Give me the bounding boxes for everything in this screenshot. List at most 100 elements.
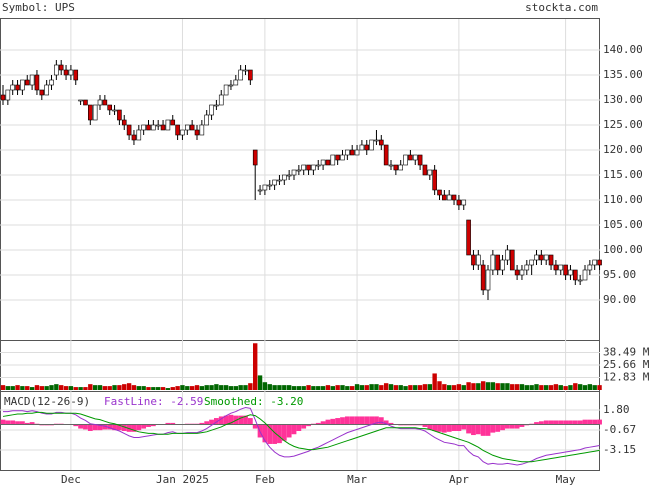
volume-bar — [311, 386, 316, 390]
candle-body — [393, 164, 399, 171]
volume-bar — [165, 388, 171, 390]
volume-bar — [238, 385, 243, 390]
volume-bar — [345, 386, 350, 390]
candle-body — [451, 194, 457, 201]
y-tick-label: 95.00 — [603, 268, 636, 281]
macd-histogram-bar — [461, 424, 467, 430]
macd-histogram-bar — [214, 418, 219, 425]
y-tick-label: -3.15 — [603, 443, 636, 456]
volume-bar — [0, 385, 6, 390]
volume-bar — [301, 386, 306, 390]
candle-body — [378, 139, 384, 146]
volume-bar — [563, 386, 568, 390]
candle-body — [534, 254, 539, 261]
macd-histogram-bar — [335, 418, 341, 425]
candle-body — [49, 79, 54, 86]
volume-bar — [413, 385, 418, 390]
volume-bar — [379, 385, 384, 390]
macd-histogram-bar — [422, 424, 428, 427]
volume-bar — [117, 385, 122, 390]
candle-body — [78, 99, 83, 102]
symbol-label: Symbol: UPS — [2, 1, 75, 14]
candle-body — [519, 269, 525, 276]
volume-bar — [582, 385, 588, 390]
macd-histogram-bar — [165, 422, 171, 425]
volume-bar — [29, 387, 35, 390]
candle-body — [553, 264, 559, 271]
candle-body — [151, 124, 156, 131]
macd-histogram-bar — [374, 416, 379, 425]
volume-bar — [262, 382, 268, 390]
volume-bar — [408, 385, 413, 390]
candle-body — [180, 129, 185, 136]
macd-histogram-bar — [136, 424, 142, 431]
candle-body — [243, 69, 248, 72]
volume-bar — [160, 387, 166, 390]
candle-body — [10, 84, 15, 91]
candle-body — [543, 254, 549, 261]
y-tick-label: 115.00 — [603, 168, 643, 181]
macd-histogram-bar — [277, 424, 282, 444]
macd-histogram-bar — [15, 421, 20, 425]
macd-histogram-bar — [238, 415, 244, 425]
y-tick-label: 25.66 M — [603, 358, 650, 371]
macd-histogram-bar — [306, 424, 311, 427]
candle-body — [335, 154, 340, 161]
candle-body — [54, 64, 59, 76]
macd-histogram-bar — [485, 424, 491, 436]
macd-histogram-bar — [247, 418, 253, 425]
volume-bar — [243, 385, 248, 390]
volume-bar — [141, 386, 146, 390]
macd-histogram-bar — [296, 424, 302, 431]
macd-histogram-bar — [170, 422, 176, 425]
volume-bar — [59, 385, 64, 390]
volume-bar — [131, 385, 137, 390]
volume-bar — [471, 383, 476, 390]
volume-bar — [359, 385, 365, 390]
volume-bar — [524, 385, 529, 390]
macd-histogram-bar — [340, 417, 345, 425]
volume-bar — [253, 343, 258, 390]
candle-body — [383, 144, 389, 166]
candle-body — [330, 154, 336, 166]
volume-bar — [180, 385, 185, 390]
x-tick-label: Feb — [255, 473, 275, 486]
candle-body — [185, 124, 190, 131]
macd-histogram-bar — [281, 424, 287, 441]
macd-histogram-bar — [320, 421, 326, 425]
macd-histogram-bar — [437, 424, 442, 432]
macd-histogram-bar — [509, 424, 515, 429]
macd-histogram-bar — [543, 420, 549, 425]
volume-bar — [185, 386, 190, 390]
volume-bar — [170, 387, 175, 390]
volume-bar — [403, 386, 408, 390]
volume-bar — [325, 385, 331, 390]
candle-body — [92, 104, 98, 121]
candle-body — [5, 89, 11, 101]
volume-bar — [393, 385, 399, 390]
volume-bar — [209, 385, 214, 390]
volume-bar — [223, 385, 229, 390]
volume-bar — [592, 385, 597, 390]
x-tick-label: Jan 2025 — [156, 473, 209, 486]
volume-bar — [568, 385, 573, 390]
candle-body — [131, 134, 137, 141]
candle-body — [582, 269, 588, 281]
candle-body — [466, 219, 471, 256]
candle-body — [422, 164, 428, 176]
y-tick-label: 1.80 — [603, 403, 630, 416]
candle-body — [306, 164, 311, 171]
candle-body — [412, 154, 418, 161]
candle-body — [189, 124, 195, 131]
macd-histogram-bar — [359, 416, 365, 425]
candle-body — [471, 254, 476, 266]
candle-body — [199, 124, 205, 136]
candle-body — [359, 144, 365, 151]
volume-bar — [597, 385, 602, 390]
macd-histogram-bar — [10, 420, 16, 425]
volume-bar — [485, 382, 491, 390]
volume-bar — [88, 384, 93, 390]
volume-bar — [78, 387, 83, 390]
volume-bar — [10, 386, 15, 390]
macd-histogram-bar — [199, 422, 205, 425]
